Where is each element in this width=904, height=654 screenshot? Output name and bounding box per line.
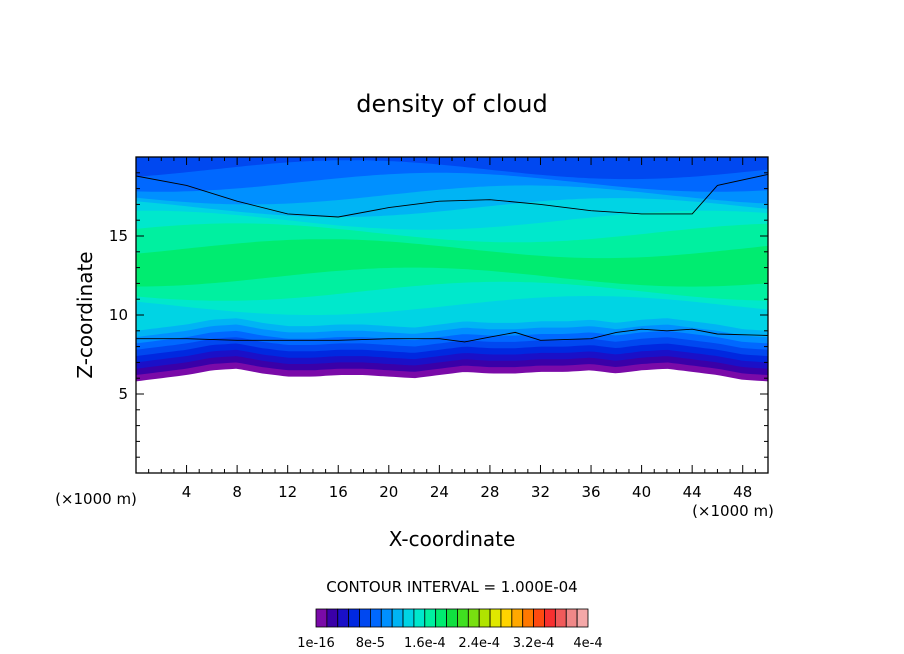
colorbar-swatch — [348, 608, 360, 628]
contour-lines — [136, 173, 768, 343]
colorbar-label: 2.4e-4 — [458, 636, 500, 651]
colorbar-swatch — [489, 608, 502, 628]
x-axis-label: X-coordinate — [389, 527, 516, 551]
y-axis-ticks: 5 10 15 — [109, 172, 768, 458]
colorbar-swatch — [457, 608, 469, 628]
colorbar-swatch — [359, 608, 371, 628]
x-unit-right: (×1000 m) — [692, 502, 774, 520]
plot-area — [136, 157, 768, 382]
colorbar-label: 1e-16 — [297, 636, 335, 651]
x-tick-label: 32 — [531, 483, 550, 501]
colorbar-swatch — [402, 608, 415, 628]
x-tick-label: 40 — [632, 483, 651, 501]
x-tick-label: 44 — [683, 483, 702, 501]
colorbar-swatch — [315, 608, 328, 628]
colorbar-swatch — [533, 608, 545, 628]
x-tick-label: 36 — [581, 483, 600, 501]
colorbar-swatch — [446, 608, 458, 628]
x-tick-label: 28 — [480, 483, 499, 501]
y-tick-label: 5 — [118, 385, 128, 403]
colorbar-swatch — [413, 608, 426, 628]
y-tick-label: 10 — [109, 306, 128, 324]
y-axis-label: Z-coordinate — [73, 251, 97, 378]
y-tick-label: 15 — [109, 227, 128, 245]
chart-title: density of cloud — [356, 90, 547, 118]
x-axis-ticks: 4 8 12 16 20 24 28 32 36 40 44 48 — [148, 157, 756, 501]
colorbar-swatch — [500, 608, 513, 628]
colorbar-label: 4e-4 — [573, 636, 602, 651]
contour-line — [136, 328, 768, 343]
colorbar-labels: 1e-16 8e-5 1.6e-4 2.4e-4 3.2e-4 4e-4 — [297, 636, 602, 651]
x-tick-label: 12 — [278, 483, 297, 501]
colorbar-swatch — [391, 608, 404, 628]
x-unit-left: (×1000 m) — [55, 490, 137, 508]
colorbar-swatch — [544, 608, 556, 628]
colorbar-swatch — [380, 608, 393, 628]
colorbar-label: 8e-5 — [356, 636, 385, 651]
colorbar-swatch — [326, 608, 339, 628]
x-tick-label: 48 — [733, 483, 752, 501]
contour-band — [136, 157, 768, 180]
colorbar — [315, 608, 589, 628]
colorbar-swatch — [435, 608, 447, 628]
colorbar-swatch — [369, 608, 382, 628]
colorbar-swatch — [337, 608, 350, 628]
colorbar-label: 1.6e-4 — [404, 636, 446, 651]
colorbar-label: 3.2e-4 — [513, 636, 555, 651]
x-tick-label: 4 — [182, 483, 192, 501]
colorbar-swatch — [576, 608, 589, 628]
colorbar-swatch — [478, 608, 491, 628]
x-tick-label: 16 — [329, 483, 348, 501]
colorbar-swatch — [511, 608, 524, 628]
colorbar-swatch — [467, 608, 480, 628]
contour-interval-text: CONTOUR INTERVAL = 1.000E-04 — [326, 578, 577, 596]
colorbar-swatch — [554, 608, 567, 628]
colorbar-swatch — [565, 608, 578, 628]
colorbar-swatch — [424, 608, 437, 628]
contour-line — [136, 173, 768, 218]
x-tick-label: 24 — [430, 483, 449, 501]
x-tick-label: 8 — [232, 483, 242, 501]
x-tick-label: 20 — [379, 483, 398, 501]
colorbar-swatch — [522, 608, 534, 628]
